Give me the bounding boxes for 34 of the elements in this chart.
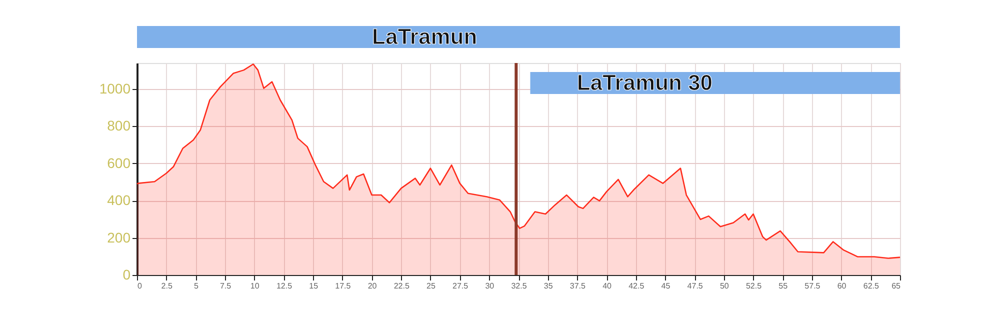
x-tick-label: 45: [661, 282, 671, 290]
y-tick-label: 600: [107, 154, 131, 171]
x-tick-label: 55: [778, 282, 788, 290]
x-tick-label: 10: [250, 282, 260, 290]
x-tick-label: 17.5: [335, 282, 352, 290]
y-tick-label: 800: [107, 118, 131, 134]
x-tick-label: 2.5: [161, 282, 173, 290]
x-tick-label: 7.5: [220, 282, 232, 290]
x-tick-label: 5: [194, 282, 199, 290]
y-tick-label: 1000: [99, 80, 131, 97]
y-tick-label: 200: [107, 229, 131, 246]
y-tick-label: 400: [107, 192, 131, 208]
x-tick-label: 47.5: [687, 282, 704, 290]
x-tick-label: 57.5: [804, 282, 821, 290]
x-tick-label: 42.5: [628, 282, 645, 290]
x-tick-label: 32.5: [511, 282, 528, 290]
x-tick-label: 37.5: [570, 282, 586, 290]
x-tick-label: 27.5: [452, 282, 469, 290]
x-tick-label: 22.5: [394, 282, 410, 290]
x-tick-label: 15: [309, 282, 319, 290]
x-tick-label: 65: [892, 282, 902, 290]
x-tick-label: 25: [426, 282, 436, 290]
band-label: LaTramun: [372, 24, 478, 49]
x-tick-label: 30: [485, 282, 495, 290]
x-tick-label: 52.5: [746, 282, 762, 290]
x-tick-label: 62.5: [863, 282, 880, 290]
x-tick-label: 40: [602, 282, 612, 290]
x-tick-label: 50: [720, 282, 730, 290]
x-tick-label: 60: [837, 282, 847, 290]
band-label: LaTramun 30: [576, 70, 713, 95]
x-tick-label: 0: [138, 282, 142, 290]
x-tick-label: 35: [544, 282, 554, 290]
x-tick-label: 12.5: [276, 282, 293, 290]
x-tick-label: 20: [368, 282, 378, 290]
